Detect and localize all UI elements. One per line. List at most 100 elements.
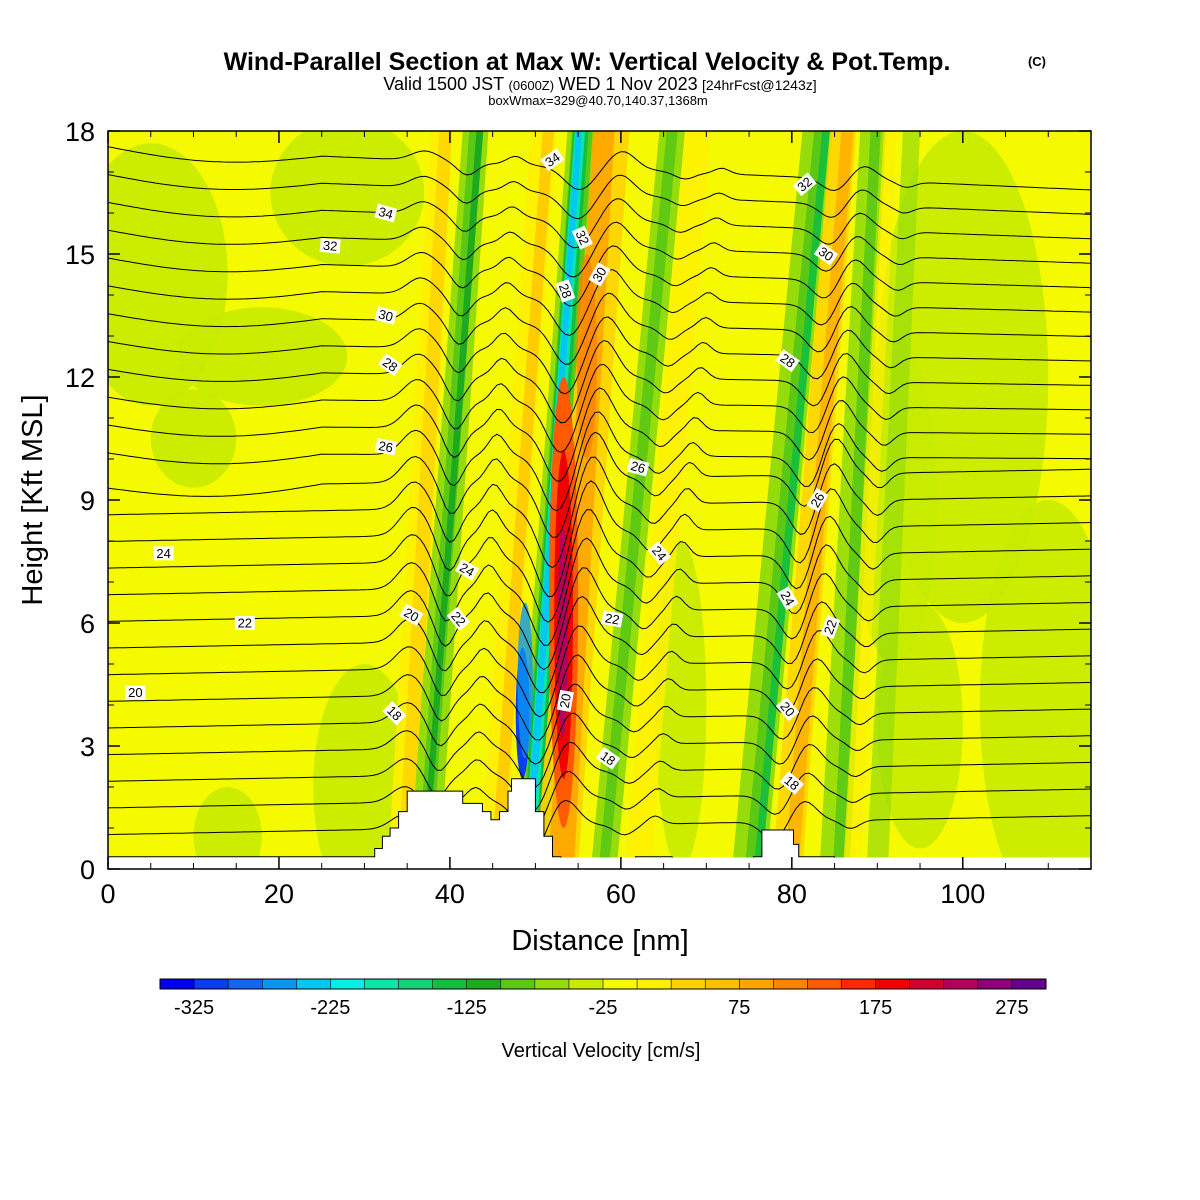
colorbar-swatch-21	[875, 979, 911, 989]
contour-label-text-8: 28	[556, 282, 575, 301]
y-tick-label-6: 18	[65, 117, 95, 147]
chart-title: Wind-Parallel Section at Max W: Vertical…	[224, 48, 951, 76]
colorbar-tick-label-2: -125	[447, 997, 487, 1019]
theta-contour-11	[108, 480, 1091, 598]
contour-label-box-22	[125, 685, 146, 700]
contour-label-5: 30	[374, 306, 398, 325]
contour-label-15: 24	[454, 558, 480, 581]
contour-label-18: 22	[234, 616, 255, 631]
contour-label-text-24: 20	[557, 692, 574, 709]
theta-contour-7	[108, 595, 1091, 694]
contour-label-box-0	[540, 148, 565, 172]
band-sec-neg-core	[598, 131, 678, 869]
terrain-mask	[108, 778, 1091, 869]
contour-label-text-23: 20	[401, 605, 421, 625]
contour-label-12: 26	[626, 457, 650, 477]
contour-label-6: 30	[588, 262, 611, 287]
contour-label-box-25	[775, 696, 800, 722]
y-tick-label-1: 3	[80, 732, 95, 762]
contour-label-text-14: 24	[156, 546, 170, 561]
contour-label-text-5: 30	[377, 306, 395, 324]
contour-label-box-23	[399, 603, 424, 626]
contour-label-box-10	[775, 349, 800, 373]
theta-contour-4	[108, 683, 1091, 765]
chart-subtitle: Valid 1500 JST (0600Z) WED 1 Nov 2023 [2…	[383, 74, 816, 94]
y-tick-label-2: 6	[80, 609, 95, 639]
contour-label-text-9: 28	[380, 354, 400, 375]
y-tick-label-0: 0	[80, 855, 95, 885]
contour-label-24: 20	[557, 689, 574, 712]
colorbar-tick-label-3: -25	[589, 997, 618, 1019]
contour-label-text-21: 22	[821, 618, 840, 637]
theta-contour-1	[108, 770, 1091, 836]
contour-label-box-16	[647, 541, 672, 566]
downdraft-core-outer	[517, 602, 533, 759]
contour-label-20: 22	[601, 610, 624, 628]
contour-label-26: 18	[382, 701, 407, 726]
y-tick-label-3: 9	[80, 486, 95, 516]
contour-label-box-18	[234, 616, 255, 630]
x-tick-label-5: 100	[940, 879, 985, 909]
contour-label-2: 32	[319, 238, 341, 254]
contour-label-box-28	[779, 771, 804, 795]
contour-label-7: 30	[813, 242, 839, 266]
colorbar-swatch-13	[603, 979, 638, 989]
contour-label-box-11	[374, 438, 397, 456]
colorbar-tick-label-6: 275	[995, 997, 1028, 1019]
theta-contour-22	[108, 221, 1091, 278]
colorbar-swatch-2	[228, 979, 263, 989]
theta-contour-14	[108, 411, 1091, 512]
colorbar-swatch-16	[705, 979, 740, 989]
band-left-neg-core2	[421, 131, 484, 869]
contour-label-13: 26	[806, 487, 829, 513]
contour-label-9: 28	[377, 353, 403, 377]
contour-label-text-22: 20	[128, 685, 142, 700]
colorbar-swatch-7	[398, 979, 434, 989]
potential-temperature-contours	[108, 146, 1091, 860]
contour-label-text-11: 26	[377, 438, 394, 455]
colorbar-swatch-23	[943, 979, 979, 989]
theta-contour-19	[108, 292, 1091, 365]
contour-label-17: 24	[776, 586, 799, 611]
contour-label-10: 28	[775, 349, 800, 373]
contour-label-box-21	[820, 615, 841, 639]
contour-label-box-7	[813, 242, 839, 266]
contour-label-8: 28	[555, 279, 576, 303]
contour-label-box-20	[601, 610, 624, 628]
colorbar-swatch-1	[194, 979, 229, 989]
contour-label-4: 32	[571, 225, 593, 250]
contour-label-3: 32	[792, 172, 817, 197]
contour-label-box-8	[555, 279, 576, 303]
colorbar-tick-label-0: -325	[174, 997, 214, 1019]
colorbar-tick-label-5: 175	[859, 997, 892, 1019]
contour-label-1: 34	[374, 203, 398, 223]
chart-title-mark: (C)	[1028, 54, 1046, 69]
theta-contour-2	[108, 741, 1091, 812]
contour-label-text-4: 32	[573, 228, 593, 247]
theta-contour-5	[108, 654, 1091, 741]
contour-label-text-12: 26	[629, 458, 647, 476]
field-blob-1	[270, 131, 425, 267]
contour-label-box-1	[374, 203, 398, 223]
y-axis-label: Height [Kft MSL]	[17, 394, 49, 605]
contour-label-box-27	[595, 746, 621, 770]
band-far-neg-2	[866, 131, 921, 869]
contour-label-box-14	[153, 546, 174, 561]
theta-contour-3	[108, 712, 1091, 788]
x-tick-label-1: 20	[264, 879, 294, 909]
contour-label-box-9	[377, 353, 403, 377]
theta-contour-23	[108, 198, 1091, 249]
band-far-neg-core	[832, 131, 881, 869]
colorbar-tick-label-1: -225	[310, 997, 350, 1019]
contour-label-text-2: 32	[322, 238, 338, 254]
field-blob-7	[877, 602, 963, 849]
theta-contour-21	[108, 245, 1091, 307]
colorbar-swatch-22	[909, 979, 945, 989]
colorbar-swatch-4	[296, 979, 331, 989]
contour-label-box-6	[588, 262, 611, 287]
field-blob-9	[176, 307, 348, 406]
theta-contour-16	[108, 363, 1091, 453]
colorbar-swatch-25	[1011, 979, 1047, 989]
contour-label-text-27: 18	[598, 748, 618, 769]
